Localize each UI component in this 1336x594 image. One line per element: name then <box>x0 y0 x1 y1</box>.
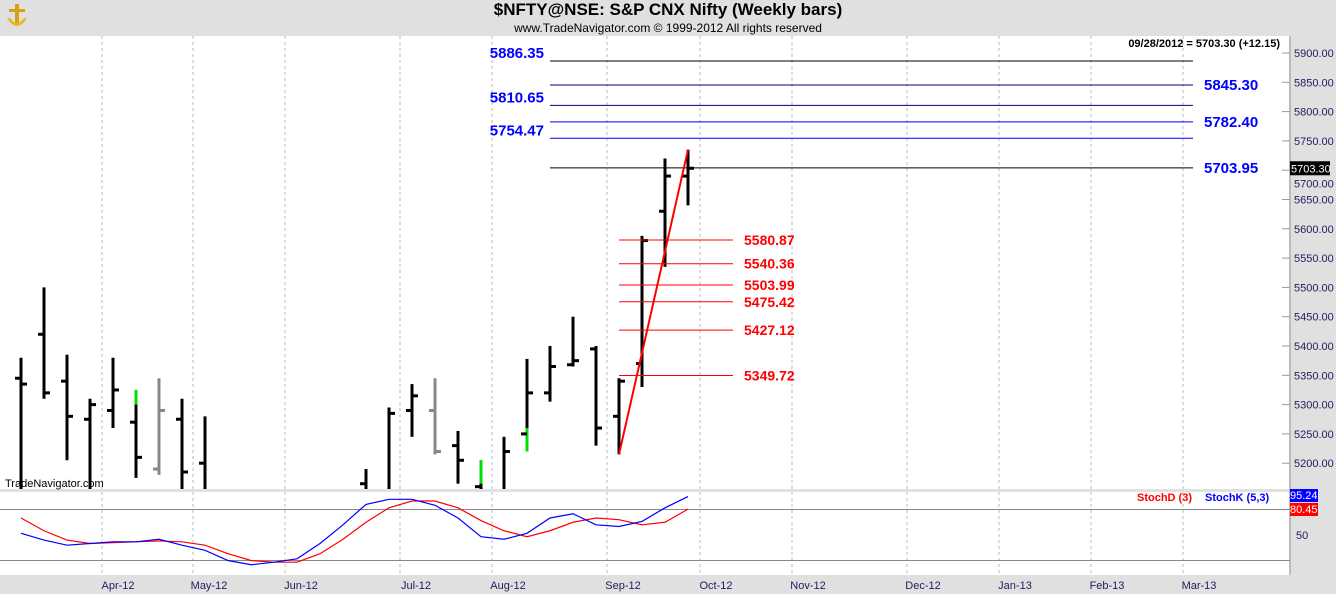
y-tick-label: 5500.00 <box>1294 282 1334 294</box>
y-tick-label: 5550.00 <box>1294 253 1334 265</box>
x-tick-label: Oct-12 <box>699 580 732 592</box>
price-bars <box>15 149 694 489</box>
y-tick-label: 5900.00 <box>1294 48 1334 60</box>
stoch-d-value: 80.45 <box>1290 504 1318 516</box>
y-tick-label: 5450.00 <box>1294 312 1334 324</box>
y-tick-label: 5250.00 <box>1294 429 1334 441</box>
last-price-box <box>1290 161 1330 176</box>
fib-retracement-label: 5427.12 <box>744 322 795 338</box>
fib-retracement-label: 5540.36 <box>744 256 795 272</box>
x-tick-label: Apr-12 <box>101 580 134 592</box>
y-tick-label: 5800.00 <box>1294 107 1334 119</box>
x-tick-label: Jul-12 <box>401 580 431 592</box>
fib-retracement-label: 5580.87 <box>744 232 795 248</box>
y-tick-label: 5400.00 <box>1294 341 1334 353</box>
pane-divider <box>0 489 1290 492</box>
fib-extension-label: 5703.95 <box>1204 160 1258 177</box>
anchor-logo-icon <box>7 4 27 26</box>
fib-extension-label: 5810.65 <box>490 89 544 106</box>
fib-retracement-label: 5503.99 <box>744 277 795 293</box>
fib-extension-label: 5886.35 <box>490 45 544 62</box>
x-tick-label: Jun-12 <box>284 580 318 592</box>
fib-retracement-label: 5349.72 <box>744 367 795 383</box>
last-quote: 09/28/2012 = 5703.30 (+12.15) <box>1128 38 1280 50</box>
fib-extension-label: 5754.47 <box>490 122 544 139</box>
y-tick-label: 5750.00 <box>1294 136 1334 148</box>
stoch-d-value-box <box>1290 503 1318 516</box>
x-tick-label: Feb-13 <box>1090 580 1125 592</box>
stoch-k-value: 95.24 <box>1290 490 1318 502</box>
fib-extension-label: 5782.40 <box>1204 114 1258 131</box>
stoch-k-legend: StochK (5,3) <box>1205 492 1270 504</box>
watermark: TradeNavigator.com <box>5 478 104 490</box>
y-tick-label: 5850.00 <box>1294 77 1334 89</box>
y-tick-label: 5600.00 <box>1294 224 1334 236</box>
x-tick-label: Jan-13 <box>998 580 1032 592</box>
y-tick-label: 5200.00 <box>1294 458 1334 470</box>
trend-line <box>618 149 689 455</box>
y-tick-label: 5350.00 <box>1294 370 1334 382</box>
x-tick-label: Mar-13 <box>1182 580 1217 592</box>
fib-retracement-label: 5475.42 <box>744 294 795 310</box>
y-tick-label: 5700.00 <box>1294 178 1334 190</box>
x-tick-label: May-12 <box>191 580 228 592</box>
x-tick-label: Nov-12 <box>790 580 825 592</box>
fib-extension-label: 5845.30 <box>1204 77 1258 94</box>
x-tick-label: Sep-12 <box>605 580 640 592</box>
stoch-d-legend: StochD (3) <box>1137 492 1192 504</box>
x-tick-label: Dec-12 <box>905 580 940 592</box>
y-tick-label: 5650.00 <box>1294 195 1334 207</box>
chart-subtitle: www.TradeNavigator.com © 1999-2012 All r… <box>514 21 822 35</box>
stoch-k-value-box <box>1290 489 1318 502</box>
stoch-tick-label: 50 <box>1296 530 1308 542</box>
x-tick-label: Aug-12 <box>490 580 525 592</box>
plot-background <box>0 36 1290 575</box>
chart-title: $NFTY@NSE: S&P CNX Nifty (Weekly bars) <box>493 0 843 19</box>
stoch-k-line <box>20 496 689 566</box>
y-tick-label: 5300.00 <box>1294 400 1334 412</box>
last-price-label: 5703.30 <box>1291 163 1331 175</box>
